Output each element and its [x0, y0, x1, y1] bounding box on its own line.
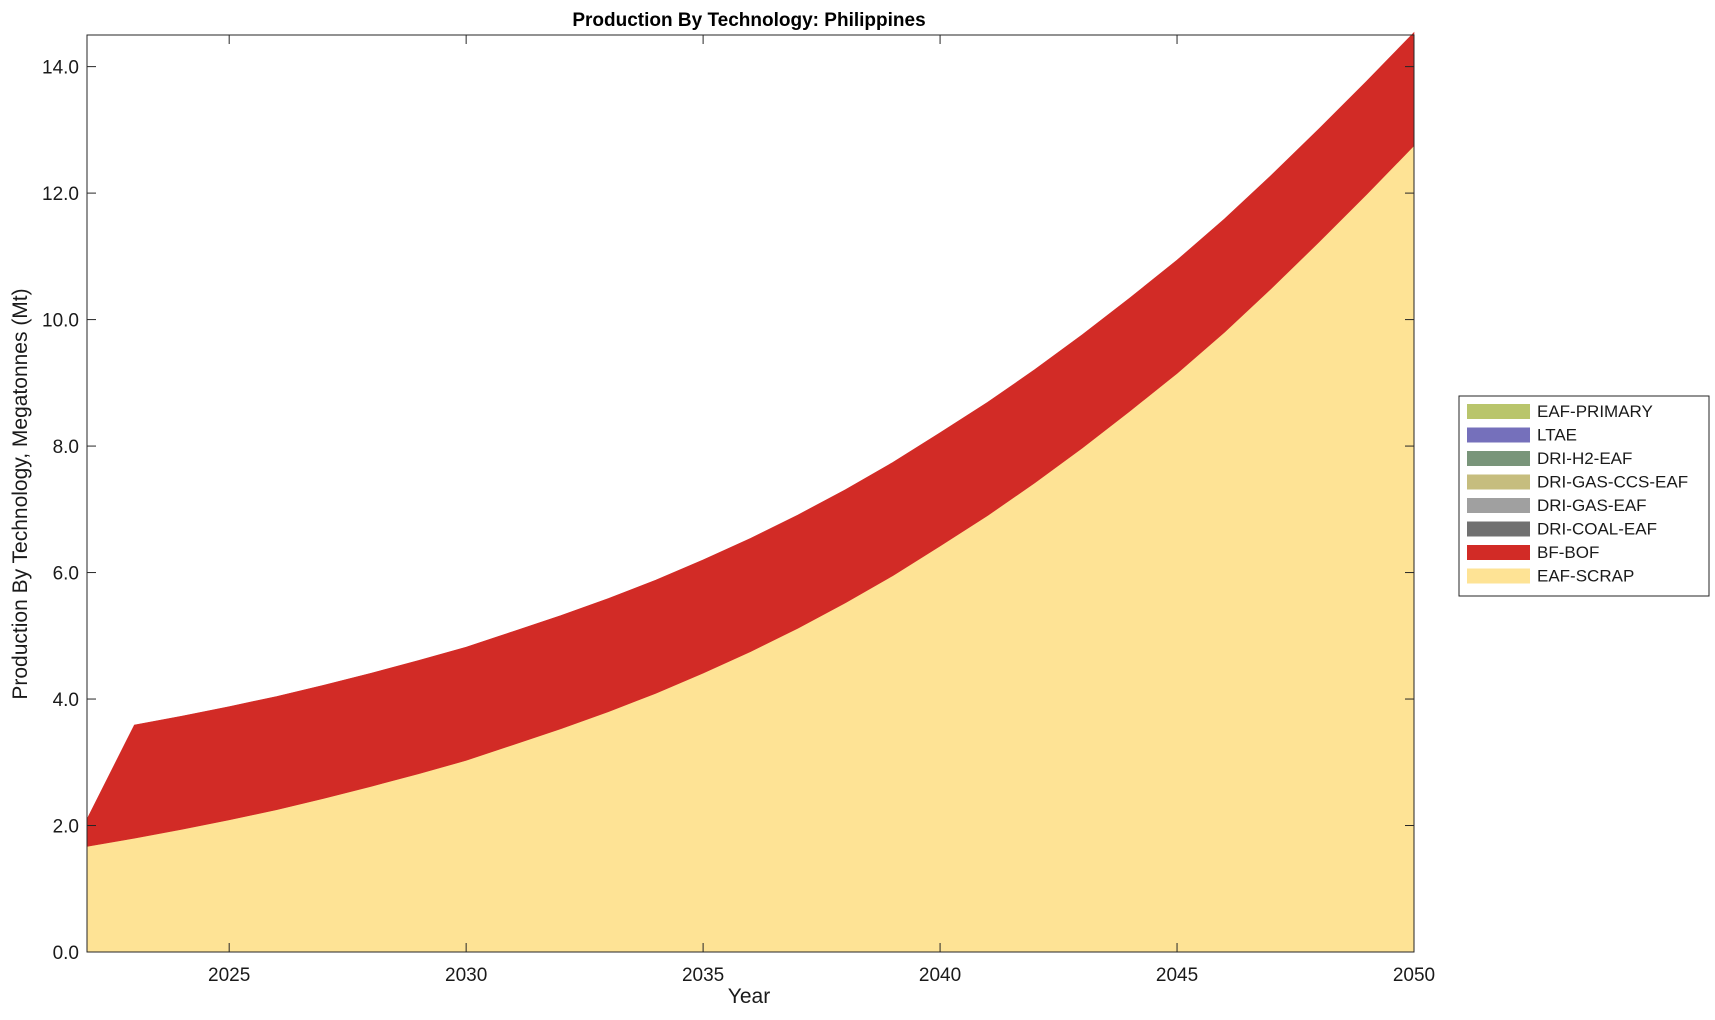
x-tick-label: 2035: [682, 965, 724, 986]
axes: 2025 2030 2035 2040 2045 2050 0.0 2.0 4.0 6.0 8.0 1…: [42, 34, 1435, 986]
x-axis-title: Year: [728, 985, 770, 1008]
y-tick-label: 10.0: [42, 311, 79, 332]
y-axis-title: Production By Technology, Megatonnes (Mt…: [9, 288, 32, 699]
legend-swatch-dri-gas-eaf: [1467, 498, 1530, 513]
plot-frame: [86, 34, 1415, 953]
legend-swatch-bf-bof: [1467, 545, 1530, 560]
legend-swatch-eaf-primary: [1467, 404, 1530, 419]
legend-label-eaf-scrap: EAF-SCRAP: [1537, 567, 1634, 586]
plot-areas: [86, 31, 1415, 953]
x-tick-label: 2030: [445, 965, 487, 986]
y-tick-label: 12.0: [42, 184, 79, 205]
y-tick-label: 0.0: [53, 943, 79, 964]
legend-label-bf-bof: BF-BOF: [1537, 543, 1599, 562]
x-tick-label: 2040: [919, 965, 961, 986]
legend-swatch-dri-gas-ccs-eaf: [1467, 474, 1530, 490]
x-tick-label: 2045: [1156, 965, 1198, 986]
chart-title: Production By Technology: Philippines: [572, 10, 925, 31]
legend-label-dri-gas-eaf: DRI-GAS-EAF: [1537, 496, 1647, 515]
legend: EAF-PRIMARY LTAE DRI-H2-EAF DRI-GAS-CCS-EAF…: [1458, 395, 1710, 597]
legend-label-ltae: LTAE: [1537, 426, 1577, 445]
legend-swatch-dri-h2-eaf: [1467, 451, 1530, 466]
y-tick-label: 14.0: [42, 58, 79, 79]
legend-label-dri-gas-ccs-eaf: DRI-GAS-CCS-EAF: [1537, 473, 1688, 492]
legend-swatch-dri-coal-eaf: [1467, 521, 1530, 537]
x-tick-label: 2050: [1393, 965, 1435, 986]
y-tick-label: 2.0: [53, 817, 79, 838]
y-tick-label: 4.0: [53, 690, 79, 711]
legend-label-dri-h2-eaf: DRI-H2-EAF: [1537, 449, 1632, 468]
legend-swatch-ltae: [1467, 427, 1530, 443]
y-tick-label: 6.0: [53, 564, 79, 585]
x-tick-label: 2025: [208, 965, 250, 986]
legend-swatch-eaf-scrap: [1467, 568, 1530, 584]
y-tick-label: 8.0: [53, 437, 79, 458]
legend-label-eaf-primary: EAF-PRIMARY: [1537, 402, 1653, 421]
legend-label-dri-coal-eaf: DRI-COAL-EAF: [1537, 520, 1657, 539]
